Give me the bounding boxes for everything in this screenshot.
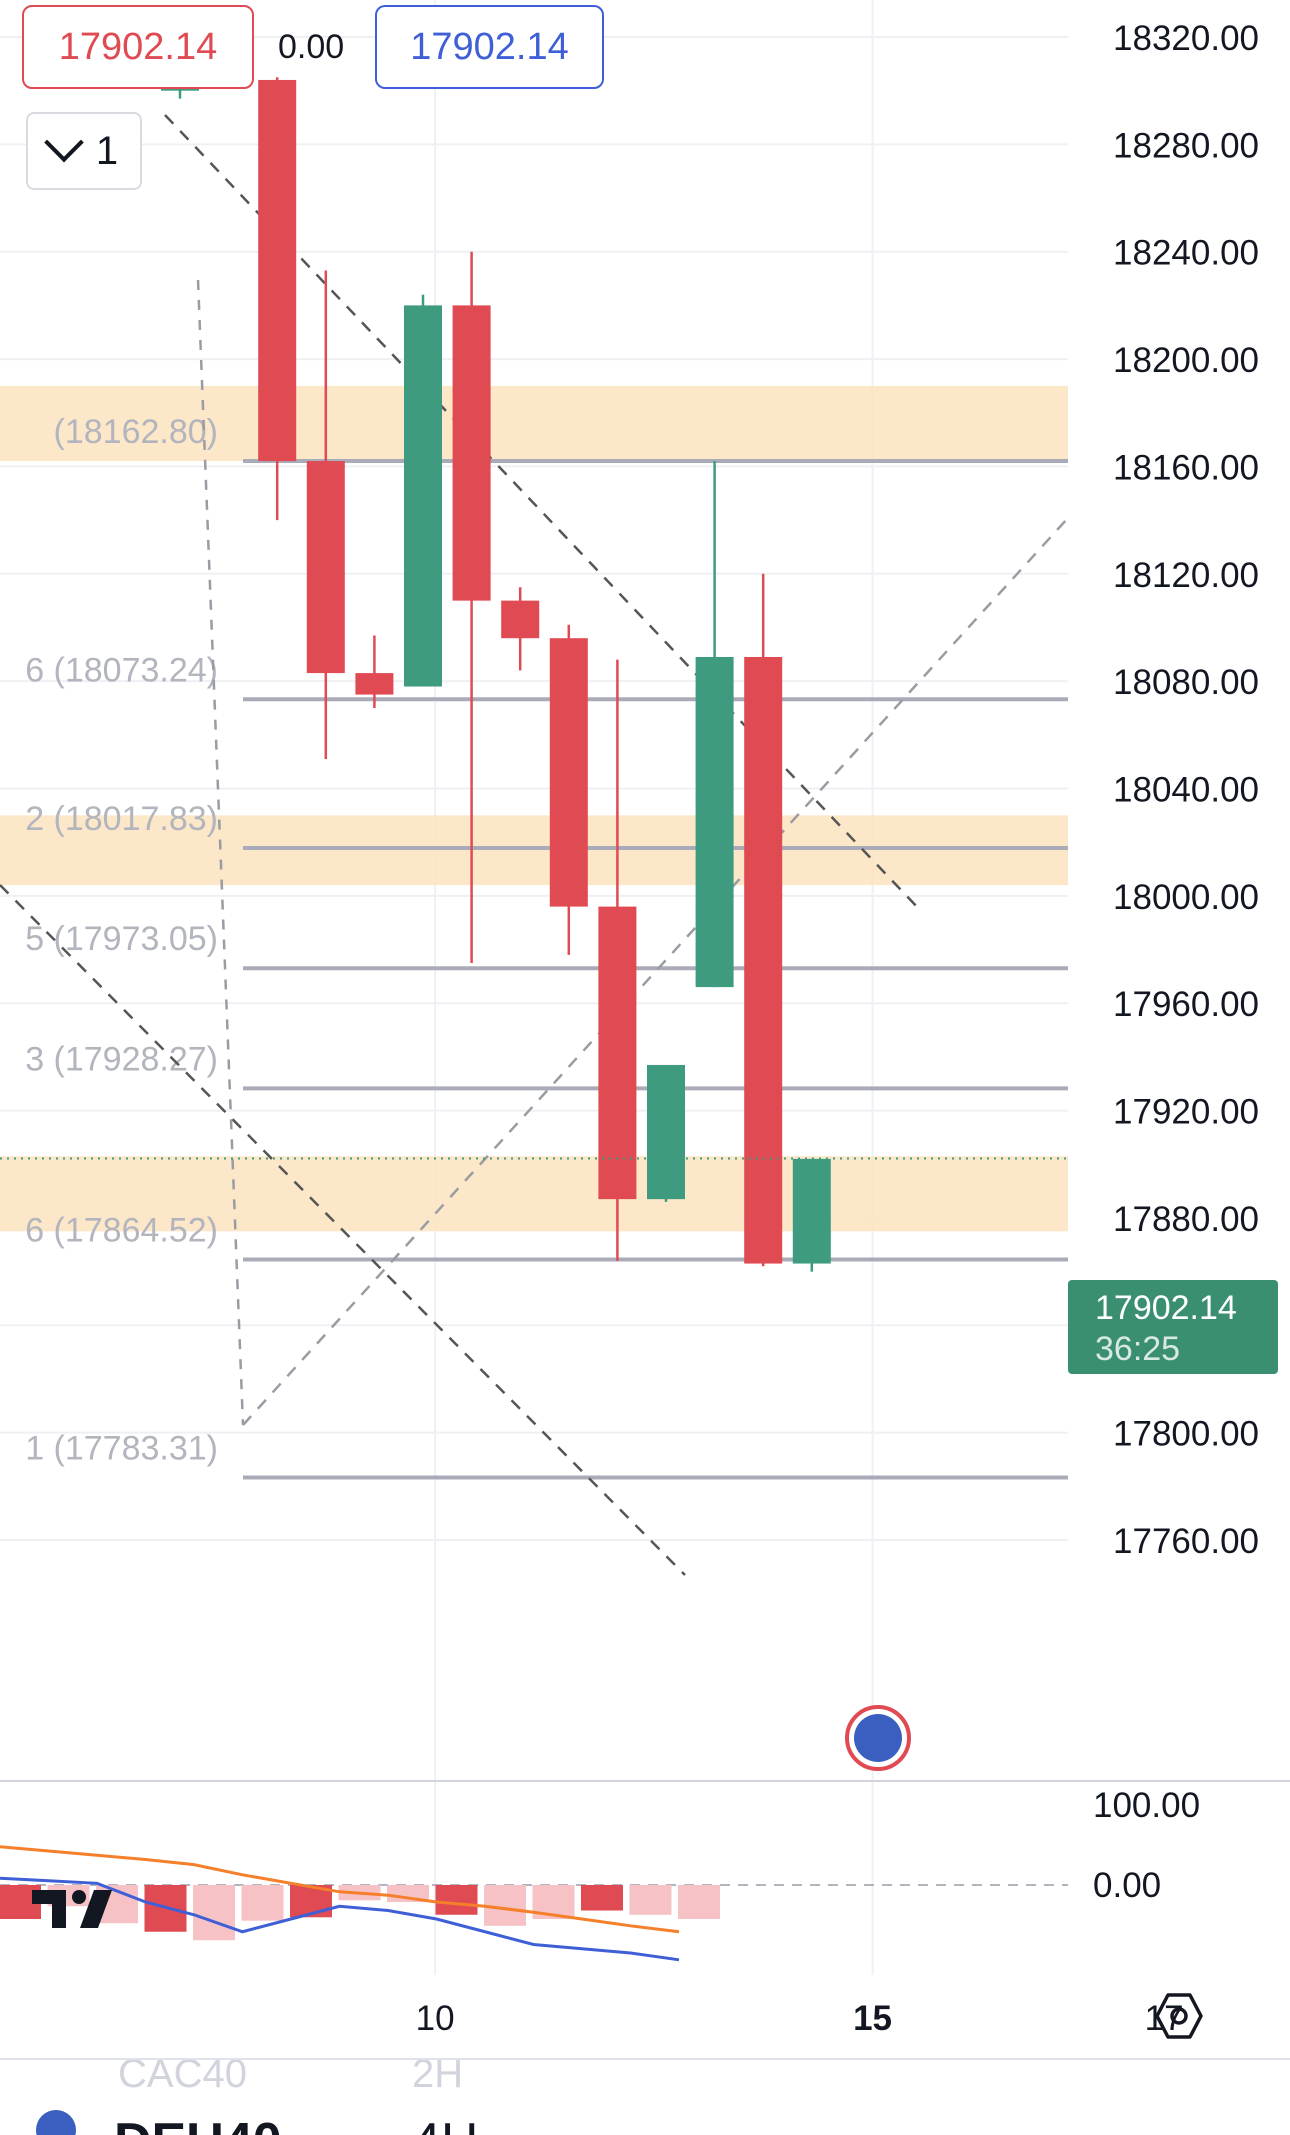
y-axis-label: 18000.00	[1113, 878, 1259, 917]
candle	[452, 251, 491, 963]
fib-level-label: 1 (17783.31)	[25, 1429, 218, 1467]
bar-countdown: 36:25	[1095, 1330, 1181, 1368]
candle-body	[598, 906, 637, 1200]
fib-level-label: 3 (17928.27)	[25, 1040, 218, 1078]
macd-line	[0, 1876, 680, 1962]
candle-body	[647, 1064, 685, 1200]
histogram-bar	[581, 1885, 623, 1911]
indicator-axis-label: 100.00	[1093, 1786, 1200, 1825]
fib-level-label: 2 (18017.83)	[25, 800, 218, 838]
y-axis-label: 18080.00	[1113, 663, 1259, 702]
timeframe-label[interactable]: 4H	[412, 2112, 478, 2135]
candle	[501, 587, 540, 671]
y-axis-label: 17880.00	[1113, 1200, 1259, 1239]
eu-flag-icon	[36, 2110, 76, 2135]
x-axis-label: 15	[853, 1999, 892, 2038]
candle	[306, 270, 345, 759]
x-axis-label: 10	[416, 1999, 455, 2038]
y-axis-label: 18040.00	[1113, 771, 1259, 810]
y-axis-label: 17960.00	[1113, 985, 1259, 1024]
current-price-value: 17902.14	[1095, 1289, 1237, 1327]
sell-price-button[interactable]: 17902.14	[22, 5, 254, 89]
candle	[404, 294, 442, 687]
buy-price-button[interactable]: 17902.14	[375, 5, 604, 89]
y-axis-label: 17920.00	[1113, 1093, 1259, 1132]
candle-body	[549, 638, 588, 907]
series-collapse-button[interactable]: 1	[26, 112, 142, 190]
trend-line	[0, 884, 686, 1576]
y-axis-label: 18200.00	[1113, 341, 1259, 380]
signal-line	[0, 1845, 680, 1934]
fib-zone	[0, 385, 1068, 462]
symbol-bar: CAC40 2H DEU40 4H	[0, 2058, 1290, 2135]
fib-level-label: (18162.80)	[54, 413, 218, 451]
prev-timeframe-label[interactable]: 2H	[412, 2058, 464, 2096]
histogram-bar	[484, 1885, 526, 1926]
y-axis-label: 17760.00	[1113, 1522, 1259, 1561]
price-chart[interactable]: (18162.80) 6 (18073.24) 2 (18017.83) 5 (179…	[0, 0, 1290, 2058]
spread-value: 0.00	[278, 27, 345, 66]
tradingview-logo-icon	[32, 1890, 112, 1928]
candle-body	[306, 461, 345, 674]
fib-level-label: 5 (17973.05)	[25, 920, 218, 958]
trend-line	[242, 517, 1069, 1426]
candle-body	[258, 79, 297, 462]
candle	[598, 659, 637, 1261]
histogram-bar	[241, 1885, 284, 1921]
indicator-axis-label: 0.00	[1093, 1866, 1161, 1905]
candle	[695, 461, 734, 988]
candle-body	[355, 673, 394, 695]
fib-level-label: 6 (17864.52)	[25, 1211, 218, 1249]
series-count: 1	[95, 128, 119, 173]
eu-flag-icon	[854, 1714, 902, 1762]
chevron-down-icon	[44, 122, 84, 163]
histogram-bar	[193, 1885, 235, 1941]
chart-settings-icon[interactable]	[1155, 1993, 1203, 2039]
histogram-bar	[435, 1885, 478, 1915]
y-axis-label: 18320.00	[1113, 19, 1259, 58]
histogram-bar	[678, 1885, 720, 1919]
candle-body	[452, 305, 491, 601]
candle-body	[501, 600, 540, 639]
y-axis-label: 17800.00	[1113, 1415, 1259, 1454]
fib-level-label: 6 (18073.24)	[25, 651, 218, 689]
candle	[258, 77, 297, 521]
candle-body	[792, 1158, 831, 1264]
candle-body	[695, 656, 734, 988]
candle	[647, 1064, 685, 1202]
histogram-bar	[629, 1885, 672, 1915]
candle-body	[404, 305, 442, 687]
candle	[744, 573, 783, 1267]
y-axis-label: 18240.00	[1113, 234, 1259, 273]
y-axis-label: 18120.00	[1113, 556, 1259, 595]
candle	[549, 624, 588, 955]
current-price-tag: 17902.14 36:25	[1068, 1280, 1278, 1374]
y-axis-label: 18280.00	[1113, 126, 1259, 165]
fib-zone	[0, 815, 1068, 886]
candle-body	[744, 656, 783, 1264]
prev-symbol-label[interactable]: CAC40	[118, 2058, 247, 2096]
symbol-name[interactable]: DEU40	[114, 2112, 282, 2135]
candle	[792, 1158, 831, 1272]
fib-zone	[0, 1156, 1068, 1232]
candle	[355, 635, 394, 708]
y-axis-label: 18160.00	[1113, 448, 1259, 487]
